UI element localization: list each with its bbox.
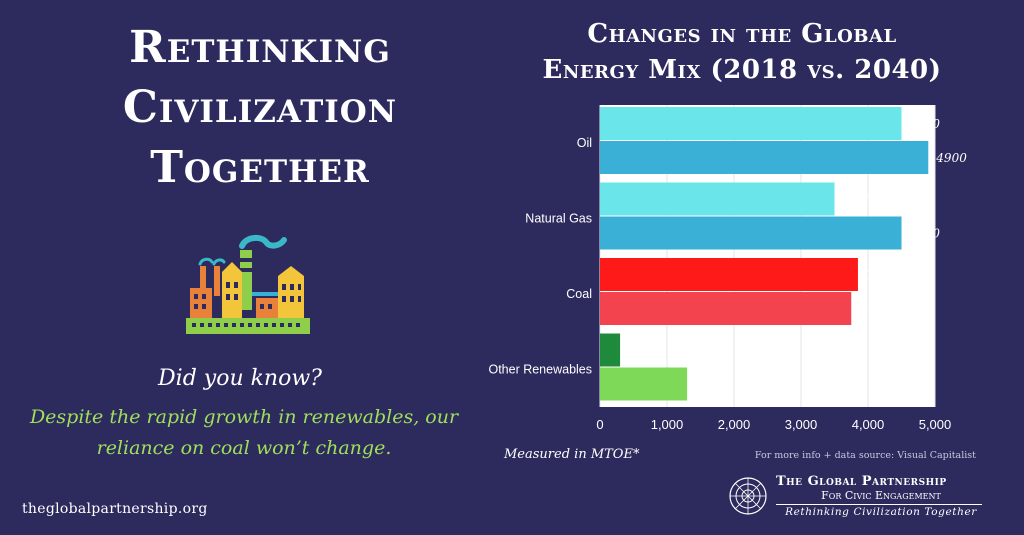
category-label: Other Renewables bbox=[488, 362, 592, 376]
x-tick-label: 2,000 bbox=[718, 417, 751, 432]
energy-bar-chart: 0 1,000 2,000 3,000 4,000 5,000 Oil 4500 4900 Nat… bbox=[488, 105, 967, 432]
x-tick-label: 3,000 bbox=[785, 417, 818, 432]
bar bbox=[600, 292, 852, 325]
headline-line-2: Civilization bbox=[122, 82, 398, 133]
bar bbox=[600, 333, 621, 367]
website-link[interactable]: theglobalpartnership.org bbox=[22, 501, 208, 517]
bar-value-label: 3850 bbox=[866, 268, 897, 282]
chart-title-line-1: Changes in the Global bbox=[587, 19, 897, 49]
factory-icon bbox=[186, 234, 310, 334]
org-name-line-1: The Global Partnership bbox=[776, 474, 947, 489]
bar-value-label: 1300 bbox=[695, 378, 726, 392]
category-label: Coal bbox=[566, 287, 592, 301]
bar bbox=[600, 216, 902, 250]
x-tick-label: 5,000 bbox=[919, 417, 952, 432]
x-tick-label: 4,000 bbox=[852, 417, 885, 432]
bar bbox=[600, 258, 858, 291]
headline: Rethinking Civilization Together bbox=[40, 18, 480, 198]
did-you-know: Did you know? bbox=[158, 366, 322, 391]
headline-line-1: Rethinking bbox=[129, 22, 391, 73]
category-label: Natural Gas bbox=[525, 211, 592, 225]
bar-value-label: 4500 bbox=[909, 227, 941, 241]
headline-line-3: Together bbox=[150, 142, 370, 193]
bar bbox=[600, 141, 929, 174]
org-name-line-2: For Civic Engagement bbox=[821, 489, 941, 502]
source-note: For more info + data source: Visual Capi… bbox=[754, 450, 976, 461]
bar bbox=[600, 367, 688, 401]
fact-text: Despite the rapid growth in renewables, … bbox=[10, 402, 478, 464]
bar-value-label: 4900 bbox=[935, 151, 967, 165]
fact-line-2: reliance on coal won’t change. bbox=[96, 437, 392, 459]
measured-note: Measured in MTOE* bbox=[504, 447, 640, 462]
category-label: Oil bbox=[577, 136, 592, 150]
org-logo-icon bbox=[729, 477, 767, 515]
chart-title-line-2: Energy Mix (2018 vs. 2040) bbox=[542, 55, 942, 85]
bar bbox=[600, 107, 902, 140]
x-tick-label: 0 bbox=[596, 417, 603, 432]
bar-value-label: 4500 bbox=[909, 117, 941, 131]
bar-value-label: 3500 bbox=[843, 193, 874, 207]
fact-line-1: Despite the rapid growth in renewables, … bbox=[29, 406, 459, 428]
org-tagline: Rethinking Civilization Together bbox=[785, 506, 977, 518]
org-divider bbox=[776, 504, 982, 505]
chart-title: Changes in the Global Energy Mix (2018 v… bbox=[478, 16, 1006, 88]
bar-value-label: 300 bbox=[628, 344, 651, 358]
bar bbox=[600, 182, 835, 216]
bar-value-label: 3750 bbox=[859, 302, 890, 316]
org-block: The Global Partnership For Civic Engagem… bbox=[728, 474, 988, 522]
x-tick-label: 1,000 bbox=[651, 417, 684, 432]
